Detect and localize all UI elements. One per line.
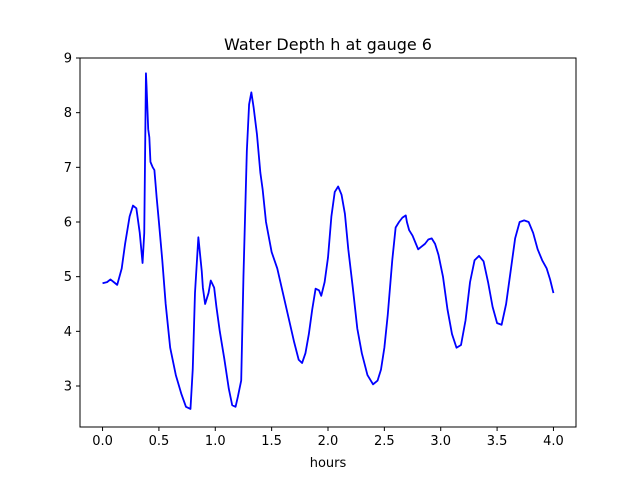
x-tick-label: 2.0 bbox=[318, 434, 339, 449]
y-tick-label: 6 bbox=[64, 216, 72, 231]
x-tick-label: 0.5 bbox=[149, 434, 170, 449]
x-axis: 0.0 0.5 1.0 1.5 2.0 2.5 3.0 3.5 4.0 bbox=[92, 427, 564, 449]
chart-title: Water Depth h at gauge 6 bbox=[224, 35, 432, 54]
series-line-0 bbox=[102, 72, 555, 410]
x-tick-label: 3.5 bbox=[487, 434, 508, 449]
y-tick-label: 4 bbox=[64, 325, 72, 340]
x-tick-label: 1.5 bbox=[261, 434, 282, 449]
y-axis: 3 4 5 6 7 8 9 bbox=[64, 52, 80, 395]
y-tick-label: 3 bbox=[64, 380, 72, 395]
x-tick-label: 1.0 bbox=[205, 434, 226, 449]
x-tick-label: 0.0 bbox=[92, 434, 113, 449]
x-tick-label: 4.0 bbox=[543, 434, 564, 449]
y-tick-label: 7 bbox=[64, 161, 72, 176]
x-tick-label: 3.0 bbox=[430, 434, 451, 449]
y-tick-label: 8 bbox=[64, 106, 72, 121]
x-axis-label: hours bbox=[310, 456, 347, 471]
y-tick-label: 9 bbox=[64, 52, 72, 67]
y-tick-label: 5 bbox=[64, 270, 72, 285]
x-tick-label: 2.5 bbox=[374, 434, 395, 449]
